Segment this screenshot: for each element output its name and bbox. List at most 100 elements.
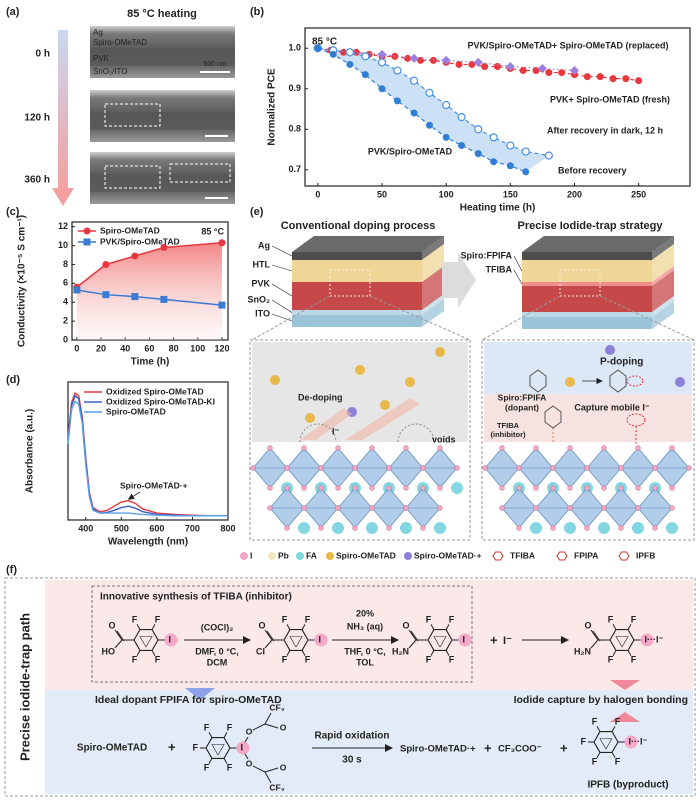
legend-label: I bbox=[250, 550, 252, 560]
oxidation-zone bbox=[45, 690, 693, 794]
atom-label: F bbox=[615, 716, 621, 726]
condition: DCM bbox=[207, 657, 228, 667]
atom-label: I bbox=[463, 634, 466, 644]
connector bbox=[223, 732, 228, 738]
y-tick-label: 10 bbox=[58, 240, 68, 250]
iodide-atom bbox=[454, 465, 460, 471]
x-tick-label: 120 bbox=[214, 343, 229, 353]
series-label: PVK/Spiro-OMeTAD+ Spiro-OMeTAD (replaced… bbox=[468, 40, 669, 50]
connector bbox=[369, 295, 471, 341]
marker bbox=[490, 158, 498, 166]
iodide-atom bbox=[437, 505, 443, 511]
atom-label: O bbox=[280, 722, 287, 732]
iodide-atom bbox=[482, 465, 488, 471]
marker bbox=[425, 88, 434, 97]
marker bbox=[131, 252, 139, 260]
layer-label: Spiro-OMeTAD bbox=[93, 38, 147, 47]
marker bbox=[544, 151, 553, 160]
atom-label: H₂N bbox=[574, 646, 591, 656]
iodide-atom bbox=[516, 525, 522, 531]
iodide-atom bbox=[369, 485, 375, 491]
iodide-atom bbox=[669, 505, 675, 511]
zoom-label: Capture mobile I⁻ bbox=[574, 402, 650, 412]
layer-label: PVK bbox=[251, 278, 270, 288]
atom-label: F bbox=[155, 614, 161, 624]
synthesis-box bbox=[91, 585, 473, 683]
spiro-cation bbox=[675, 377, 685, 387]
marker bbox=[519, 67, 527, 75]
flow-chevron bbox=[610, 680, 640, 690]
marker bbox=[345, 48, 355, 57]
stack-side bbox=[652, 296, 674, 317]
fa-cation bbox=[400, 522, 412, 534]
atom-label: F bbox=[615, 756, 621, 766]
iodide-atom bbox=[352, 525, 358, 531]
legend-icon bbox=[618, 551, 630, 561]
stack-side bbox=[652, 270, 674, 312]
iodide-atom bbox=[284, 525, 290, 531]
time-arrow-head bbox=[52, 188, 74, 206]
stack-side bbox=[652, 244, 674, 282]
connector bbox=[208, 732, 213, 738]
plot-frame bbox=[304, 27, 691, 187]
legend-label: Spiro-OMeTAD bbox=[336, 550, 396, 560]
atom-label: I···I⁻ bbox=[645, 634, 664, 644]
connector bbox=[408, 629, 417, 641]
marker bbox=[570, 66, 579, 76]
atom-label: F bbox=[132, 654, 138, 664]
fa-cation bbox=[366, 522, 378, 534]
void bbox=[299, 423, 337, 443]
panel-label: (a) bbox=[6, 6, 20, 18]
atom-label: F bbox=[305, 654, 311, 664]
marker bbox=[442, 100, 451, 110]
iodide-atom bbox=[369, 445, 375, 451]
connector bbox=[271, 299, 293, 313]
spiro-molecule bbox=[380, 400, 390, 410]
connector bbox=[114, 629, 123, 641]
iodine-highlight bbox=[624, 735, 638, 749]
stack-layer bbox=[292, 252, 422, 260]
atom-label: F bbox=[631, 614, 637, 624]
iodide-atom bbox=[301, 505, 307, 511]
iodide-atom bbox=[301, 485, 307, 491]
x-tick-label: 0 bbox=[74, 343, 79, 353]
x-tick-label: 20 bbox=[96, 343, 106, 353]
marker bbox=[481, 62, 489, 70]
side-title: Precise iodide-trap path bbox=[17, 613, 32, 761]
void bbox=[397, 423, 435, 443]
iodide-atom bbox=[369, 505, 375, 511]
iodide-atom bbox=[618, 465, 624, 471]
connector bbox=[252, 765, 266, 773]
atom-label: F bbox=[592, 756, 598, 766]
legend-icon bbox=[296, 552, 304, 560]
connector bbox=[266, 630, 275, 642]
connector bbox=[286, 624, 291, 630]
x-tick-label: 150 bbox=[503, 189, 518, 199]
marker bbox=[505, 61, 515, 71]
atom-label: O bbox=[280, 762, 287, 772]
species: Spiro-OMeTAD·+ bbox=[400, 744, 476, 755]
atom-label: F bbox=[227, 722, 233, 732]
connector bbox=[127, 491, 141, 500]
marker bbox=[409, 53, 419, 63]
series-label: Before recovery bbox=[558, 165, 627, 175]
iodide-atom bbox=[533, 445, 539, 451]
x-tick-label: 0 bbox=[315, 189, 320, 199]
section-title: Precise Iodide-trap strategy bbox=[518, 220, 664, 232]
atom-label: F bbox=[608, 614, 614, 624]
layer-label: SnO₂/ITO bbox=[93, 67, 128, 76]
x-tick-label: 600 bbox=[149, 523, 164, 533]
panel-title: 85 °C heating bbox=[127, 8, 197, 20]
iodide-atom bbox=[516, 465, 522, 471]
atom-label: I···I⁻ bbox=[629, 736, 648, 746]
zoom-source bbox=[559, 269, 601, 297]
iodide-atom bbox=[499, 445, 505, 451]
connector bbox=[286, 650, 291, 656]
iodine-highlight bbox=[314, 633, 328, 647]
condition: 30 s bbox=[342, 755, 362, 766]
atom-label: H₂N bbox=[392, 646, 409, 656]
legend-label: FPIPA bbox=[574, 550, 598, 560]
connector bbox=[264, 629, 273, 641]
iodide-atom bbox=[635, 505, 641, 511]
connector bbox=[208, 758, 213, 764]
